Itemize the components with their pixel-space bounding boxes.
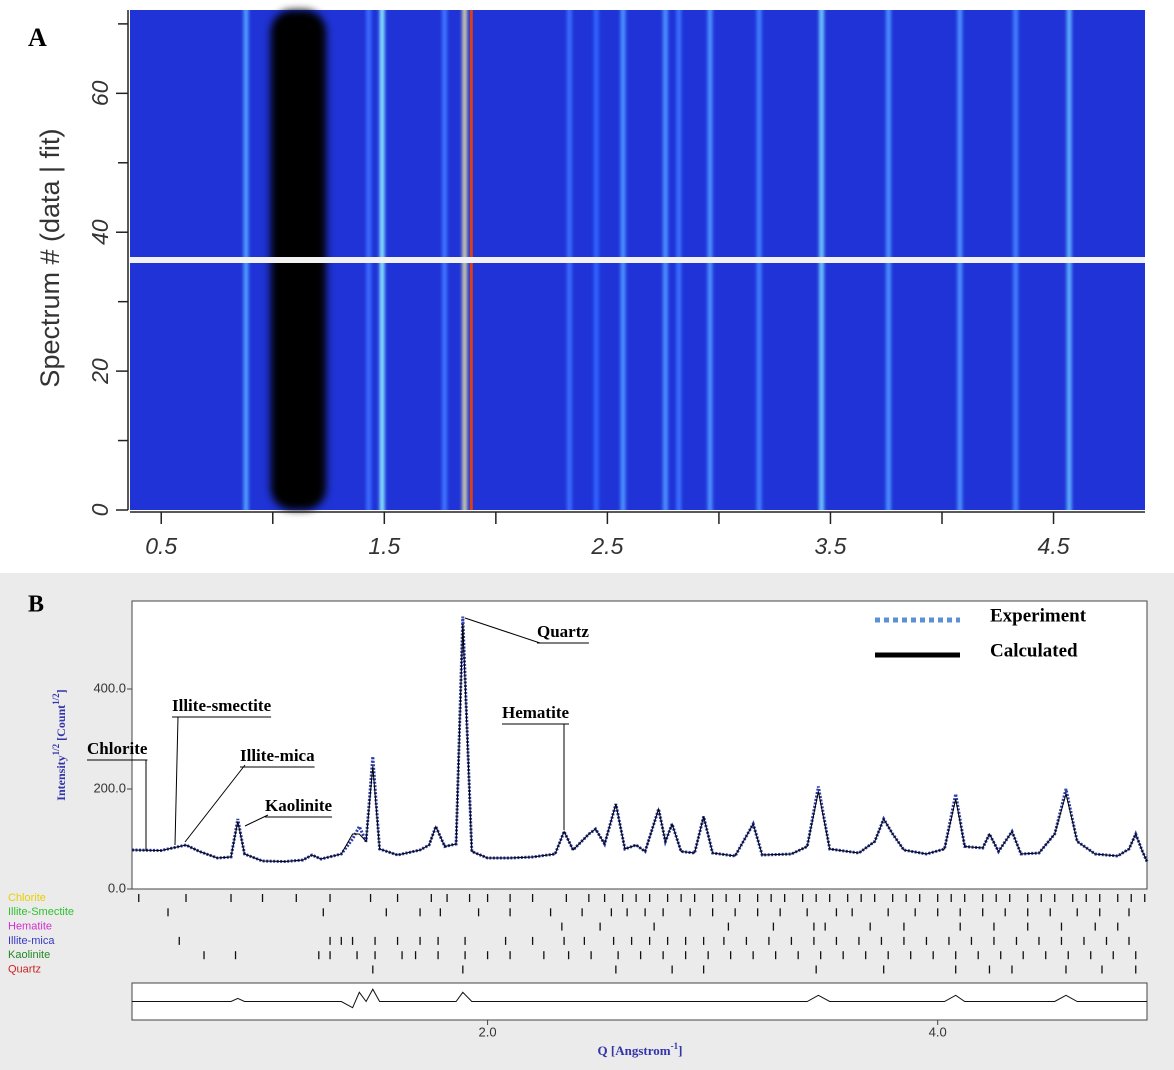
annotation-leader (174, 716, 179, 846)
phase-label: Illite-mica (8, 935, 55, 947)
plot-area (131, 600, 1148, 890)
y-tick-label: 0 (87, 503, 113, 516)
x-axis-label: Q [Angstrom-1] (598, 1041, 683, 1058)
phase-label: Quartz (8, 963, 41, 975)
phase-label: Hematite (8, 921, 52, 933)
annotation-leader (464, 617, 541, 644)
phase-label: Kaolinite (8, 949, 50, 961)
y-tick-label: 20 (87, 358, 113, 385)
data-line (131, 623, 1148, 863)
difference-line (132, 988, 1147, 1009)
y-axis-label: Spectrum # (data | fit) (35, 128, 65, 387)
x-tick-label: 2.5 (590, 533, 623, 559)
panel-label: A (28, 23, 47, 52)
legend-label: Experiment (990, 605, 1087, 626)
x-tick-label: 1.5 (368, 533, 400, 559)
y-tick-label: 400.0 (93, 680, 126, 695)
y-tick-label: 60 (87, 80, 113, 106)
x-tick-label: 0.5 (145, 533, 177, 559)
x-tick-label: 2.0 (479, 1024, 497, 1039)
annotation-leader (244, 814, 269, 827)
divider (130, 257, 1145, 263)
annotation: Illite-smectite (172, 696, 272, 715)
phase-label: Chlorite (8, 892, 46, 904)
x-tick-label: 3.5 (814, 533, 846, 559)
annotation: Kaolinite (265, 796, 333, 815)
y-tick-label: 40 (87, 219, 113, 245)
x-tick-label: 4.5 (1038, 533, 1070, 559)
legend-label: Calculated (990, 640, 1078, 661)
y-tick-label: 200.0 (93, 780, 126, 795)
y-axis-label: Intensity1/2 [Count1/2] (51, 689, 68, 800)
annotation: Hematite (502, 703, 569, 722)
y-tick-label: 0.0 (108, 880, 126, 895)
annotation: Quartz (537, 622, 589, 641)
x-tick-label: 4.0 (929, 1024, 947, 1039)
panel-label: B (28, 592, 44, 618)
annotation: Chlorite (87, 739, 148, 758)
annotation: Illite-mica (240, 746, 315, 765)
phase-label: Illite-Smectite (8, 906, 74, 918)
annotation-leader (184, 764, 246, 843)
